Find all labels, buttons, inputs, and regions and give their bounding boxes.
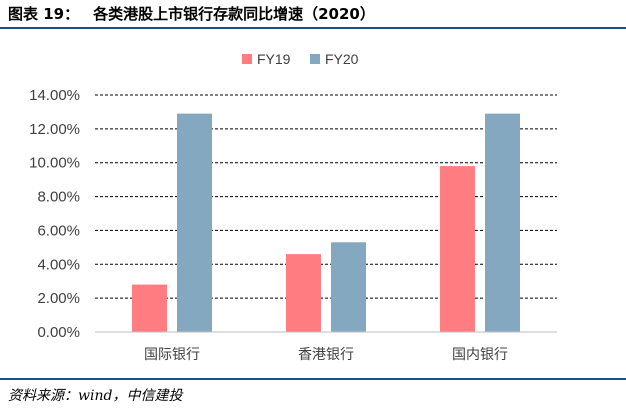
figure-caption: 各类港股上市银行存款同比增速（2020） — [93, 5, 375, 23]
y-tick-label: 10.00% — [29, 155, 80, 172]
y-tick-label: 4.00% — [37, 256, 80, 273]
x-axis-categories: 国际银行 香港银行 国内银行 — [144, 347, 508, 363]
legend-swatch-fy20 — [310, 54, 320, 64]
legend-label-fy20: FY20 — [325, 51, 359, 67]
y-tick-label: 0.00% — [37, 324, 80, 341]
bar-chart: 0.00% 2.00% 4.00% 6.00% 8.00% 10.00% 12.00% 14.… — [29, 51, 557, 363]
y-tick-label: 12.00% — [29, 121, 80, 138]
figure-title: 图表 19： 各类港股上市银行存款同比增速（2020） — [8, 3, 375, 24]
legend-swatch-fy19 — [242, 54, 252, 64]
x-category-label: 国内银行 — [452, 347, 508, 363]
source-note: 资料来源：wind，中信建投 — [8, 388, 183, 404]
bar-fy19-0 — [132, 284, 167, 332]
bar-fy20-2 — [485, 113, 520, 332]
bottom-divider — [0, 378, 626, 380]
bar-fy19-1 — [286, 254, 321, 332]
bars — [132, 113, 520, 332]
x-category-label: 国际银行 — [144, 347, 200, 363]
y-tick-label: 6.00% — [37, 222, 80, 239]
bar-fy19-2 — [440, 166, 475, 332]
x-category-label: 香港银行 — [298, 347, 354, 363]
gridlines — [95, 94, 557, 299]
y-axis-ticks: 0.00% 2.00% 4.00% 6.00% 8.00% 10.00% 12.00% 14.… — [29, 87, 80, 341]
y-tick-label: 8.00% — [37, 189, 80, 206]
y-tick-label: 14.00% — [29, 87, 80, 104]
legend-label-fy19: FY19 — [257, 51, 291, 67]
top-divider — [0, 27, 626, 29]
legend: FY19 FY20 — [242, 51, 359, 67]
figure-label: 图表 19： — [8, 5, 80, 23]
bar-fy20-1 — [331, 242, 366, 332]
bar-fy20-0 — [177, 113, 212, 332]
y-tick-label: 2.00% — [37, 290, 80, 307]
